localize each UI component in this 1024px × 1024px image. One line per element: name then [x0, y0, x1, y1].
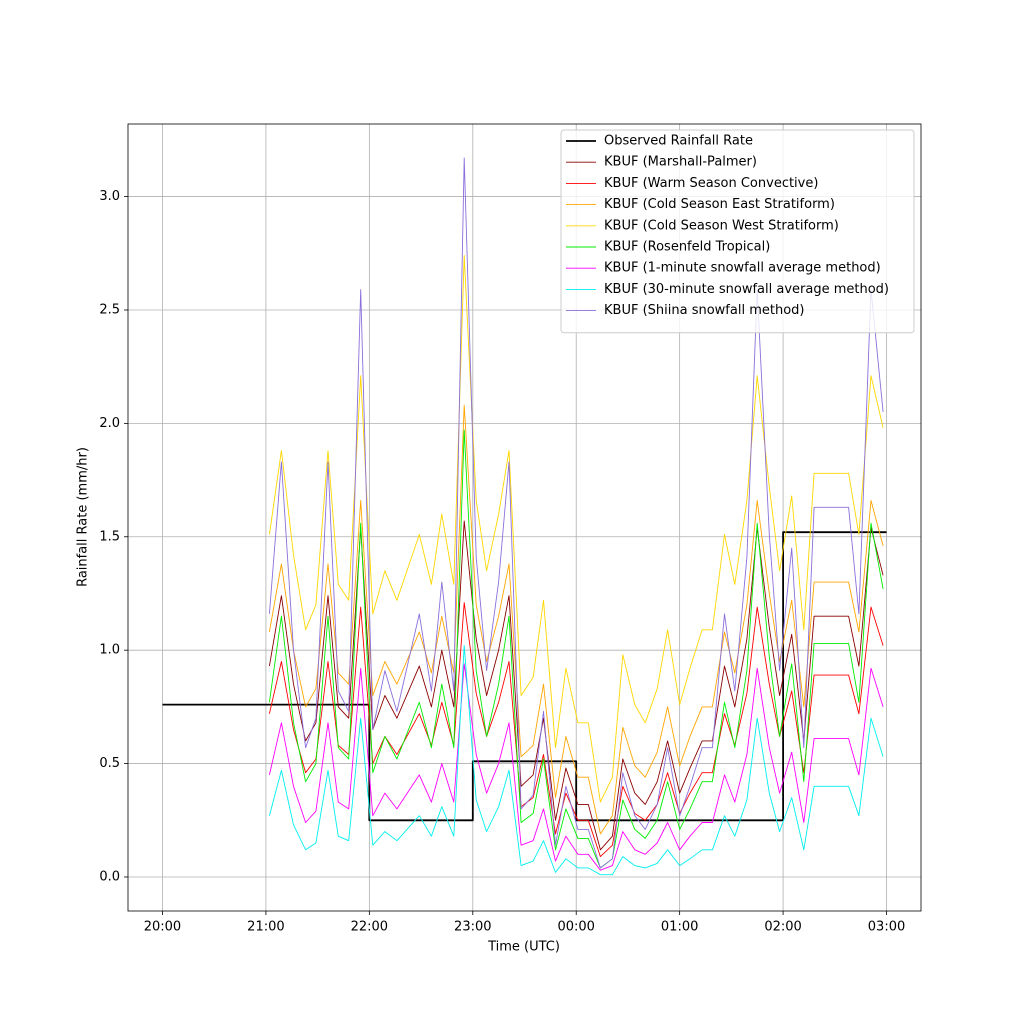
y-tick-label: 0.0	[99, 869, 120, 884]
series-line	[268, 404, 884, 835]
series-line	[162, 531, 887, 822]
axes: 20:00 21:00 22:00 23:00 00:00 01:00 02:00 03:00…	[99, 189, 905, 934]
series-line	[268, 602, 884, 858]
x-tick-label: 03:00	[868, 920, 905, 935]
series-line	[268, 520, 884, 851]
legend-label: KBUF (Cold Season West Stratiform)	[604, 218, 839, 233]
y-tick-label: 2.0	[99, 416, 120, 431]
x-tick-label: 00:00	[557, 920, 594, 935]
series-line	[268, 429, 884, 869]
legend: Observed Rainfall Rate KBUF (Marshall-Pal…	[560, 129, 915, 334]
x-tick-label: 22:00	[351, 920, 388, 935]
legend-label: KBUF (Warm Season Convective)	[604, 176, 818, 191]
legend-label: KBUF (Cold Season East Stratiform)	[604, 197, 835, 212]
legend-label: KBUF (1-minute snowfall average method)	[604, 261, 881, 276]
x-tick-label: 01:00	[661, 920, 698, 935]
legend-label: KBUF (Shiina snowfall method)	[604, 303, 804, 318]
series-line	[268, 157, 884, 869]
y-axis-label: Rainfall Rate (mm/hr)	[76, 447, 91, 587]
series-line	[268, 663, 884, 871]
legend-box	[560, 129, 915, 334]
y-tick-label: 1.5	[99, 529, 120, 544]
x-tick-label: 21:00	[247, 920, 284, 935]
legend-label: KBUF (30-minute snowfall average method)	[604, 282, 889, 297]
legend-label: KBUF (Rosenfeld Tropical)	[604, 240, 770, 255]
series-line	[268, 645, 884, 876]
y-tick-label: 2.5	[99, 302, 120, 317]
x-tick-label: 02:00	[764, 920, 801, 935]
y-tick-label: 1.0	[99, 643, 120, 658]
x-tick-label: 23:00	[454, 920, 491, 935]
x-axis-label: Time (UTC)	[487, 940, 560, 955]
legend-label: KBUF (Marshall-Palmer)	[604, 155, 757, 170]
y-tick-label: 3.0	[99, 189, 120, 204]
plot-frame	[127, 123, 922, 912]
lines	[162, 157, 887, 876]
legend-label: Observed Rainfall Rate	[604, 134, 753, 149]
series-line	[268, 255, 884, 803]
y-tick-label: 0.5	[99, 756, 120, 771]
x-tick-label: 20:00	[144, 920, 181, 935]
